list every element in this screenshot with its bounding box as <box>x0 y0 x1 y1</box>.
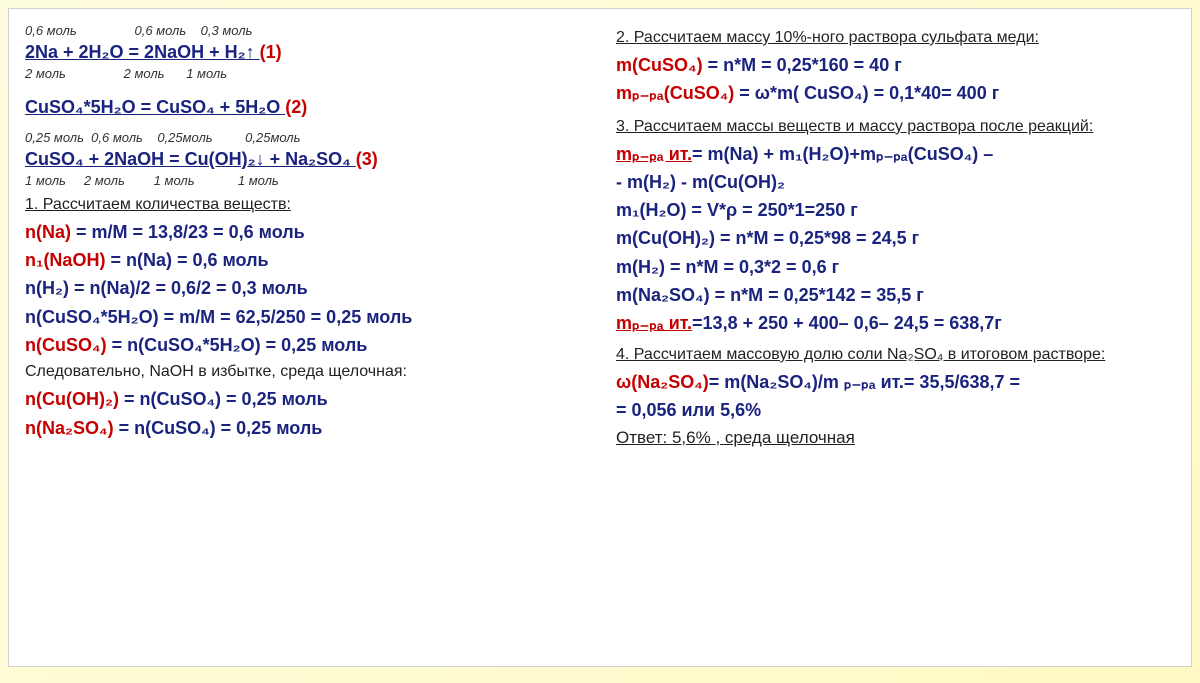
eq1-number: (1) <box>260 42 282 62</box>
equation-1: 2Na + 2H₂O = 2NaOH + H₂↑ (1) <box>25 40 584 64</box>
eq1-formula: 2Na + 2H₂O = 2NaOH + H₂↑ <box>25 42 260 62</box>
equation-3: CuSO₄ + 2NaOH = Cu(OH)₂↓ + Na₂SO₄ (3) <box>25 147 584 171</box>
calc-n-cuso4-5h2o: n(CuSO₄*5H₂O) = m/M = 62,5/250 = 0,25 мо… <box>25 305 584 329</box>
m-cuso4-value: = n*M = 0,25*160 = 40 г <box>703 55 902 75</box>
equation-2: CuSO₄*5H₂O = CuSO₄ + 5H₂O (2) <box>25 95 584 119</box>
left-column: 0,6 моль 0,6 моль 0,3 моль 2Na + 2H₂O = … <box>9 9 600 666</box>
eq2-number: (2) <box>285 97 307 117</box>
mass-fraction-1: ω(Na₂SO₄)= m(Na₂SO₄)/m ₚ₋ₚₐ ит.= 35,5/63… <box>616 370 1175 394</box>
m-total-expr-1: = m(Na) + m₁(H₂O)+mₚ₋ₚₐ(CuSO₄) – <box>692 144 993 164</box>
n-cuoh2-label: n(Cu(OH)₂) <box>25 389 119 409</box>
heading-4: 4. Рассчитаем массовую долю соли Na₂SO₄ … <box>616 346 1175 364</box>
calc-n-cuoh2: n(Cu(OH)₂) = n(CuSO₄) = 0,25 моль <box>25 387 584 411</box>
omega-label: ω(Na₂SO₄) <box>616 372 709 392</box>
m-total-label: mₚ₋ₚₐ ит. <box>616 144 692 164</box>
calc-m-h2o: m₁(H₂O) = V*ρ = 250*1=250 г <box>616 198 1175 222</box>
worksheet-panel: 0,6 моль 0,6 моль 0,3 моль 2Na + 2H₂O = … <box>8 8 1192 667</box>
n-naoh-label: n₁(NaOH) <box>25 250 105 270</box>
mass-balance-1: mₚ₋ₚₐ ит.= m(Na) + m₁(H₂O)+mₚ₋ₚₐ(CuSO₄) … <box>616 142 1175 166</box>
right-column: 2. Рассчитаем массу 10%-ного раствора су… <box>600 9 1191 666</box>
answer-line: Ответ: 5,6% , среда щелочная <box>616 428 1175 448</box>
n-cuso4-label: n(CuSO₄) <box>25 335 107 355</box>
calc-n-na2so4: n(Na₂SO₄) = n(CuSO₄) = 0,25 моль <box>25 416 584 440</box>
eq3-bottom-moles: 1 моль 2 моль 1 моль 1 моль <box>25 173 584 188</box>
n-na2so4-label: n(Na₂SO₄) <box>25 418 114 438</box>
n-cuso4-value: = n(CuSO₄*5H₂O) = 0,25 моль <box>107 335 368 355</box>
calc-n-na: n(Na) = m/M = 13,8/23 = 0,6 моль <box>25 220 584 244</box>
m-cuso4-label: m(CuSO₄) <box>616 55 703 75</box>
calc-n-h2: n(H₂) = n(Na)/2 = 0,6/2 = 0,3 моль <box>25 276 584 300</box>
m-sol-cuso4-value: = ω*m( CuSO₄) = 0,1*40= 400 г <box>734 83 999 103</box>
mass-total-result: mₚ₋ₚₐ ит.=13,8 + 250 + 400– 0,6– 24,5 = … <box>616 311 1175 335</box>
n-na-label: n(Na) <box>25 222 71 242</box>
eq1-bottom-moles: 2 моль 2 моль 1 моль <box>25 66 584 81</box>
omega-expr: = m(Na₂SO₄)/m ₚ₋ₚₐ ит.= 35,5/638,7 = <box>709 372 1020 392</box>
calc-m-solution-cuso4: mₚ₋ₚₐ(CuSO₄) = ω*m( CuSO₄) = 0,1*40= 400… <box>616 81 1175 105</box>
eq3-formula: CuSO₄ + 2NaOH = Cu(OH)₂↓ + Na₂SO₄ <box>25 149 356 169</box>
m-total-result-value: =13,8 + 250 + 400– 0,6– 24,5 = 638,7г <box>692 313 1002 333</box>
calc-m-cuso4: m(CuSO₄) = n*M = 0,25*160 = 40 г <box>616 53 1175 77</box>
heading-1: 1. Рассчитаем количества веществ: <box>25 196 584 214</box>
n-cuoh2-value: = n(CuSO₄) = 0,25 моль <box>119 389 328 409</box>
calc-m-cuoh2: m(Cu(OH)₂) = n*M = 0,25*98 = 24,5 г <box>616 226 1175 250</box>
heading-2: 2. Рассчитаем массу 10%-ного раствора су… <box>616 29 1175 47</box>
heading-3: 3. Рассчитаем массы веществ и массу раст… <box>616 118 1175 136</box>
excess-note: Следовательно, NaOH в избытке, среда щел… <box>25 363 584 381</box>
m-sol-cuso4-label: mₚ₋ₚₐ(CuSO₄) <box>616 83 734 103</box>
mass-balance-2: - m(H₂) - m(Cu(OH)₂ <box>616 170 1175 194</box>
calc-m-h2: m(H₂) = n*M = 0,3*2 = 0,6 г <box>616 255 1175 279</box>
calc-m-na2so4: m(Na₂SO₄) = n*M = 0,25*142 = 35,5 г <box>616 283 1175 307</box>
calc-n-cuso4: n(CuSO₄) = n(CuSO₄*5H₂O) = 0,25 моль <box>25 333 584 357</box>
eq2-formula: CuSO₄*5H₂O = CuSO₄ + 5H₂O <box>25 97 285 117</box>
n-na2so4-value: = n(CuSO₄) = 0,25 моль <box>114 418 323 438</box>
m-total-result-label: mₚ₋ₚₐ ит. <box>616 313 692 333</box>
eq1-top-moles: 0,6 моль 0,6 моль 0,3 моль <box>25 23 584 38</box>
eq3-number: (3) <box>356 149 378 169</box>
n-na-value: = m/M = 13,8/23 = 0,6 моль <box>71 222 305 242</box>
mass-fraction-2: = 0,056 или 5,6% <box>616 398 1175 422</box>
n-naoh-value: = n(Na) = 0,6 моль <box>105 250 268 270</box>
eq3-top-moles: 0,25 моль 0,6 моль 0,25моль 0,25моль <box>25 130 584 145</box>
calc-n-naoh: n₁(NaOH) = n(Na) = 0,6 моль <box>25 248 584 272</box>
